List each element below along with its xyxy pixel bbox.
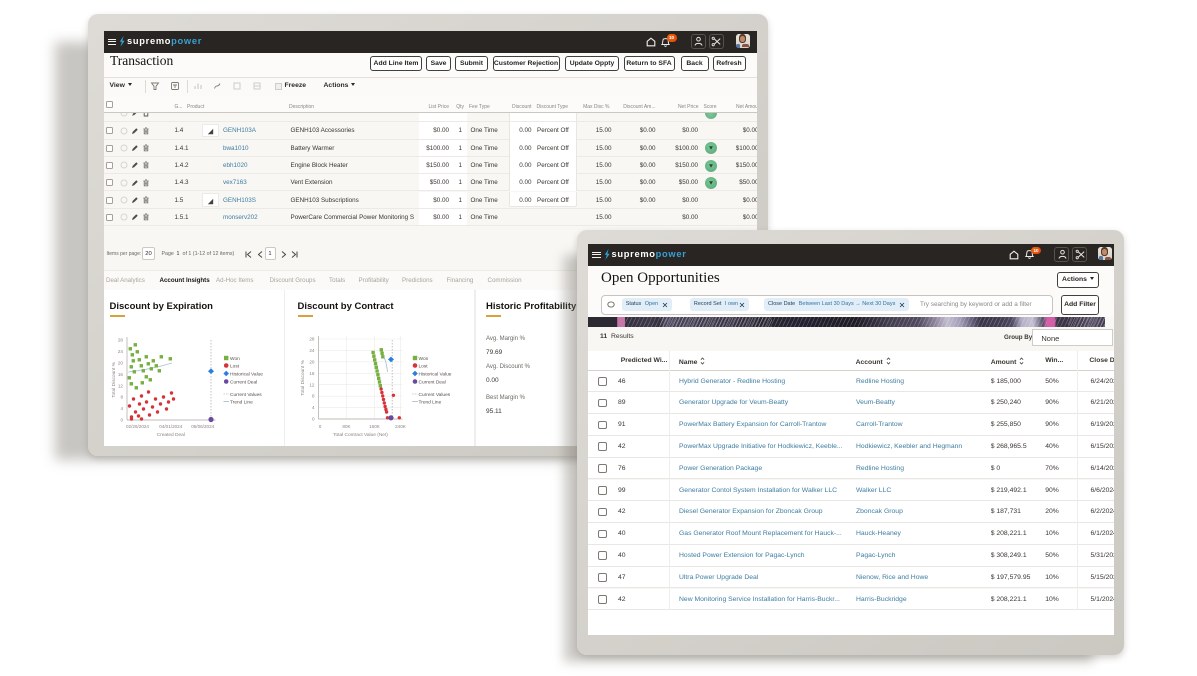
svg-text:12: 12 xyxy=(309,382,315,387)
svg-text:05/06/2024: 05/06/2024 xyxy=(191,424,214,429)
svg-text:28: 28 xyxy=(117,338,123,343)
svg-text:04/01/2024: 04/01/2024 xyxy=(159,424,182,429)
svg-text:Trend Line: Trend Line xyxy=(418,399,441,405)
svg-text:Won: Won xyxy=(230,356,240,362)
svg-text:4: 4 xyxy=(311,405,314,410)
svg-text:240K: 240K xyxy=(395,424,407,429)
svg-text:Total Discount %: Total Discount % xyxy=(300,359,306,395)
svg-text:Won: Won xyxy=(418,356,428,362)
svg-text:12: 12 xyxy=(117,383,123,388)
svg-text:02/26/2024: 02/26/2024 xyxy=(126,424,149,429)
svg-text:Historical Value: Historical Value xyxy=(418,371,451,377)
svg-text:28: 28 xyxy=(309,337,315,342)
svg-text:Historical Value: Historical Value xyxy=(230,371,263,377)
svg-text:0: 0 xyxy=(318,424,321,429)
svg-text:160K: 160K xyxy=(369,424,381,429)
svg-text:Total Contract Value (Net): Total Contract Value (Net) xyxy=(333,432,388,438)
svg-text:80K: 80K xyxy=(342,424,351,429)
svg-text:0: 0 xyxy=(311,417,314,422)
svg-text:4: 4 xyxy=(120,406,123,411)
svg-text:Trend Line: Trend Line xyxy=(230,399,253,405)
svg-text:Lost: Lost xyxy=(230,363,240,369)
svg-text:24: 24 xyxy=(117,349,123,354)
svg-text:8: 8 xyxy=(311,394,314,399)
svg-text:Lost: Lost xyxy=(418,363,428,369)
svg-text:16: 16 xyxy=(309,371,315,376)
svg-text:Current Deal: Current Deal xyxy=(230,379,257,385)
svg-text:16: 16 xyxy=(117,372,123,377)
svg-text:Total Discount %: Total Discount % xyxy=(111,361,117,397)
svg-text:8: 8 xyxy=(120,395,123,400)
svg-text:20: 20 xyxy=(309,359,315,364)
svg-text:24: 24 xyxy=(309,348,315,353)
svg-text:Current Values: Current Values xyxy=(418,392,450,398)
svg-text:0: 0 xyxy=(120,418,123,423)
svg-text:Created Deal: Created Deal xyxy=(156,432,184,438)
svg-text:Current Deal: Current Deal xyxy=(418,379,445,385)
svg-text:Current Values: Current Values xyxy=(230,392,262,398)
svg-text:20: 20 xyxy=(117,360,123,365)
